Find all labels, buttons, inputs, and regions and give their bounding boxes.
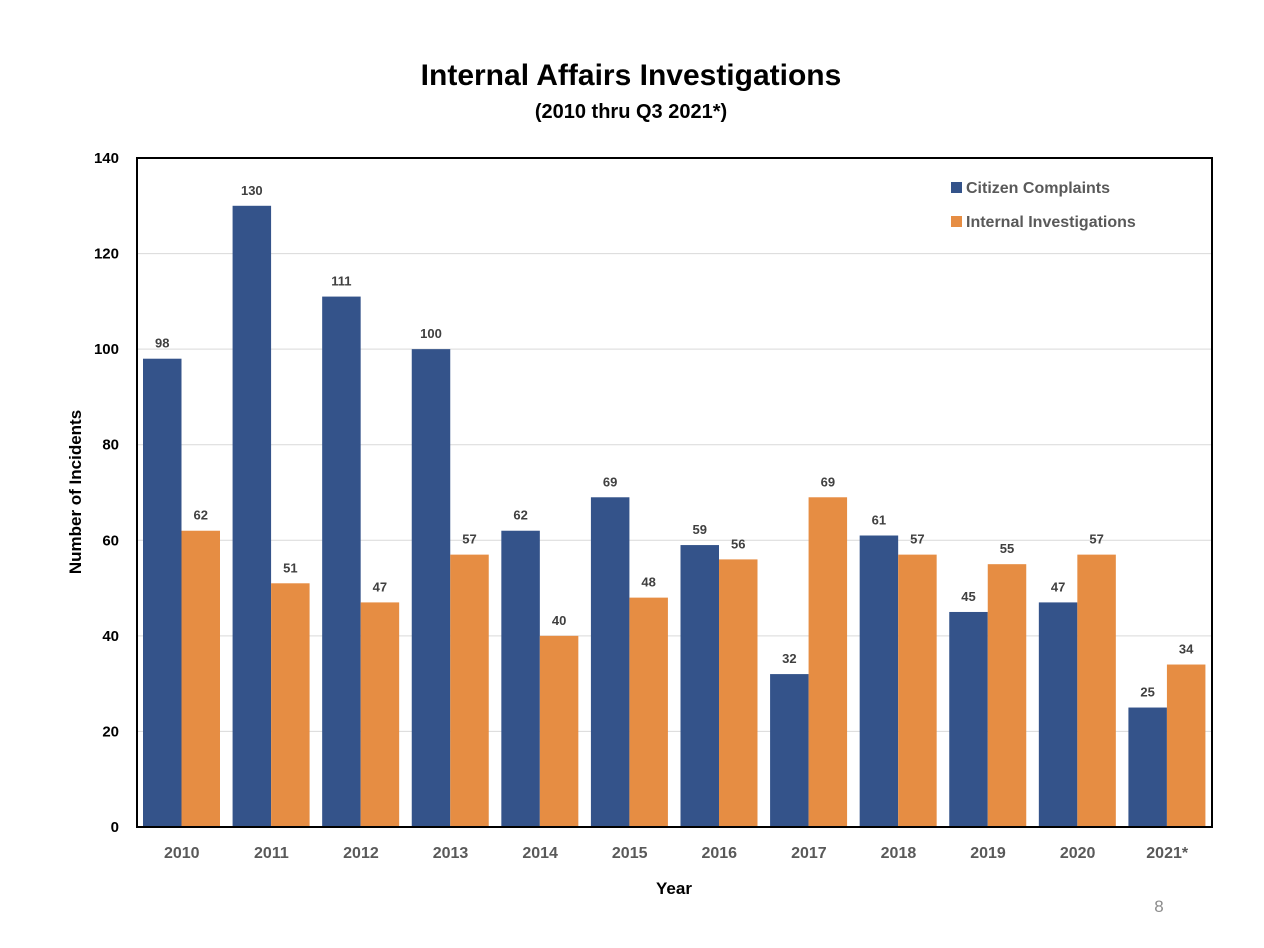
data-label: 69 — [821, 474, 835, 489]
bar-internal-investigations — [719, 559, 758, 827]
data-label: 51 — [283, 560, 297, 575]
y-axis-title: Number of Incidents — [66, 410, 85, 574]
bar-internal-investigations — [1077, 554, 1116, 827]
bar-internal-investigations — [271, 583, 310, 827]
x-tick-label: 2021* — [1146, 845, 1189, 862]
y-axis-ticks: 0 20 40 60 80 100 120 140 — [94, 150, 119, 836]
data-label: 59 — [693, 522, 707, 537]
data-label: 32 — [782, 651, 796, 666]
data-label: 47 — [373, 579, 387, 594]
plot-frame — [136, 157, 1213, 828]
chart-title: Internal Affairs Investigations — [421, 59, 842, 92]
data-label: 45 — [961, 589, 975, 604]
bar-citizen-complaints — [1128, 707, 1167, 827]
bar-internal-investigations — [539, 635, 579, 827]
data-label: 62 — [513, 508, 527, 523]
y-tick-label: 20 — [102, 723, 119, 740]
x-tick-label: 2015 — [612, 845, 648, 862]
data-label: 56 — [731, 536, 745, 551]
bars — [143, 205, 1206, 828]
data-label: 100 — [420, 326, 442, 341]
y-tick-label: 140 — [94, 150, 119, 167]
bar-citizen-complaints — [232, 205, 272, 828]
legend-swatch — [951, 216, 962, 227]
legend-label: Internal Investigations — [966, 214, 1136, 231]
data-label: 55 — [1000, 541, 1014, 556]
data-label: 48 — [641, 575, 655, 590]
bar-citizen-complaints — [949, 611, 988, 827]
data-label: 111 — [331, 274, 351, 289]
bar-internal-investigations — [808, 497, 848, 827]
bar-internal-investigations — [181, 530, 220, 827]
gridlines — [137, 253, 1212, 732]
bar-citizen-complaints — [1038, 602, 1078, 827]
bar-citizen-complaints — [501, 530, 540, 827]
x-tick-label: 2018 — [881, 845, 917, 862]
data-label: 69 — [603, 474, 617, 489]
x-tick-label: 2016 — [701, 845, 737, 862]
data-label: 130 — [241, 183, 263, 198]
data-label: 62 — [194, 508, 208, 523]
data-label: 57 — [910, 532, 924, 547]
bar-internal-investigations — [629, 597, 668, 827]
x-tick-label: 2017 — [791, 845, 827, 862]
bar-citizen-complaints — [143, 358, 182, 827]
bar-internal-investigations — [987, 564, 1027, 827]
data-label: 57 — [1089, 532, 1103, 547]
legend-swatch — [951, 182, 962, 193]
data-label: 61 — [872, 513, 886, 528]
bar-internal-investigations — [450, 554, 489, 827]
y-tick-label: 80 — [102, 437, 119, 454]
bar-internal-investigations — [1166, 664, 1206, 827]
x-tick-label: 2010 — [164, 845, 200, 862]
data-label: 57 — [462, 532, 476, 547]
y-tick-label: 0 — [111, 819, 119, 836]
x-tick-label: 2020 — [1060, 845, 1096, 862]
legend: Citizen Complaints Internal Investigation… — [951, 180, 1136, 231]
bar-internal-investigations — [898, 554, 937, 827]
x-tick-label: 2011 — [254, 845, 289, 862]
bar-citizen-complaints — [680, 545, 719, 827]
y-tick-label: 120 — [94, 246, 119, 263]
y-tick-label: 100 — [94, 341, 119, 358]
x-tick-label: 2013 — [433, 845, 469, 862]
bar-citizen-complaints — [590, 497, 630, 827]
data-label: 40 — [552, 613, 566, 628]
x-axis-title: Year — [656, 879, 692, 898]
bar-citizen-complaints — [770, 674, 809, 827]
bar-citizen-complaints — [322, 296, 361, 827]
bar-citizen-complaints — [411, 349, 451, 827]
x-tick-label: 2012 — [343, 845, 379, 862]
y-tick-label: 40 — [102, 628, 119, 645]
data-label: 47 — [1051, 579, 1065, 594]
bar-citizen-complaints — [859, 535, 899, 827]
legend-label: Citizen Complaints — [966, 180, 1110, 197]
x-tick-label: 2019 — [970, 845, 1006, 862]
bar-internal-investigations — [360, 602, 400, 827]
data-label: 98 — [155, 336, 169, 351]
page-number: 8 — [1154, 897, 1163, 916]
x-tick-label: 2014 — [522, 845, 558, 862]
data-label: 25 — [1140, 685, 1154, 700]
y-tick-label: 60 — [102, 532, 119, 549]
data-label: 34 — [1179, 642, 1194, 657]
x-axis-categories: 2010 2011 2012 2013 2014 2015 2016 2017 2018 2019… — [164, 845, 1189, 862]
chart-subtitle: (2010 thru Q3 2021*) — [535, 101, 727, 123]
data-labels: 98 62 130 51 111 47 100 57 62 40 69 48 59 56 32 69 61 57 4… — [155, 183, 1194, 700]
